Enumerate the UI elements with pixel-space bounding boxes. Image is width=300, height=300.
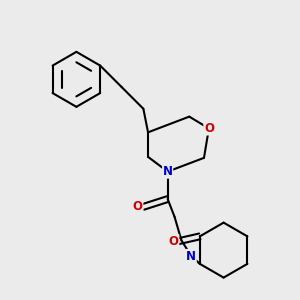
- Text: N: N: [186, 250, 196, 262]
- Text: O: O: [169, 235, 179, 248]
- Text: O: O: [133, 200, 143, 213]
- Text: N: N: [163, 165, 173, 178]
- Text: O: O: [204, 122, 214, 135]
